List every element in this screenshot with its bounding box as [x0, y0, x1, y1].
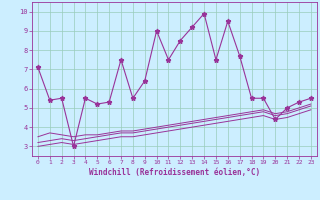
X-axis label: Windchill (Refroidissement éolien,°C): Windchill (Refroidissement éolien,°C)	[89, 168, 260, 177]
